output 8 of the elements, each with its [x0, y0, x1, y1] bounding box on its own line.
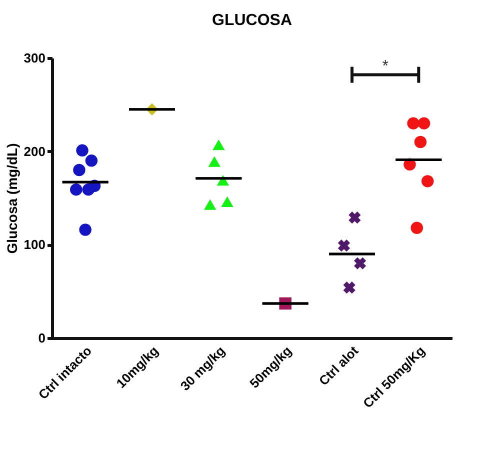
- y-tick-label: 100: [24, 237, 46, 252]
- annotation: *: [382, 58, 388, 75]
- y-tick-label: 300: [24, 50, 46, 66]
- x-tick-label: Ctrl alot: [316, 342, 362, 388]
- y-tick-label: 0: [38, 330, 46, 346]
- y-tick-label: 200: [24, 144, 46, 159]
- y-axis-title: Glucosa (mg/dL): [4, 143, 20, 254]
- chart-title: GLUCOSA: [212, 12, 292, 29]
